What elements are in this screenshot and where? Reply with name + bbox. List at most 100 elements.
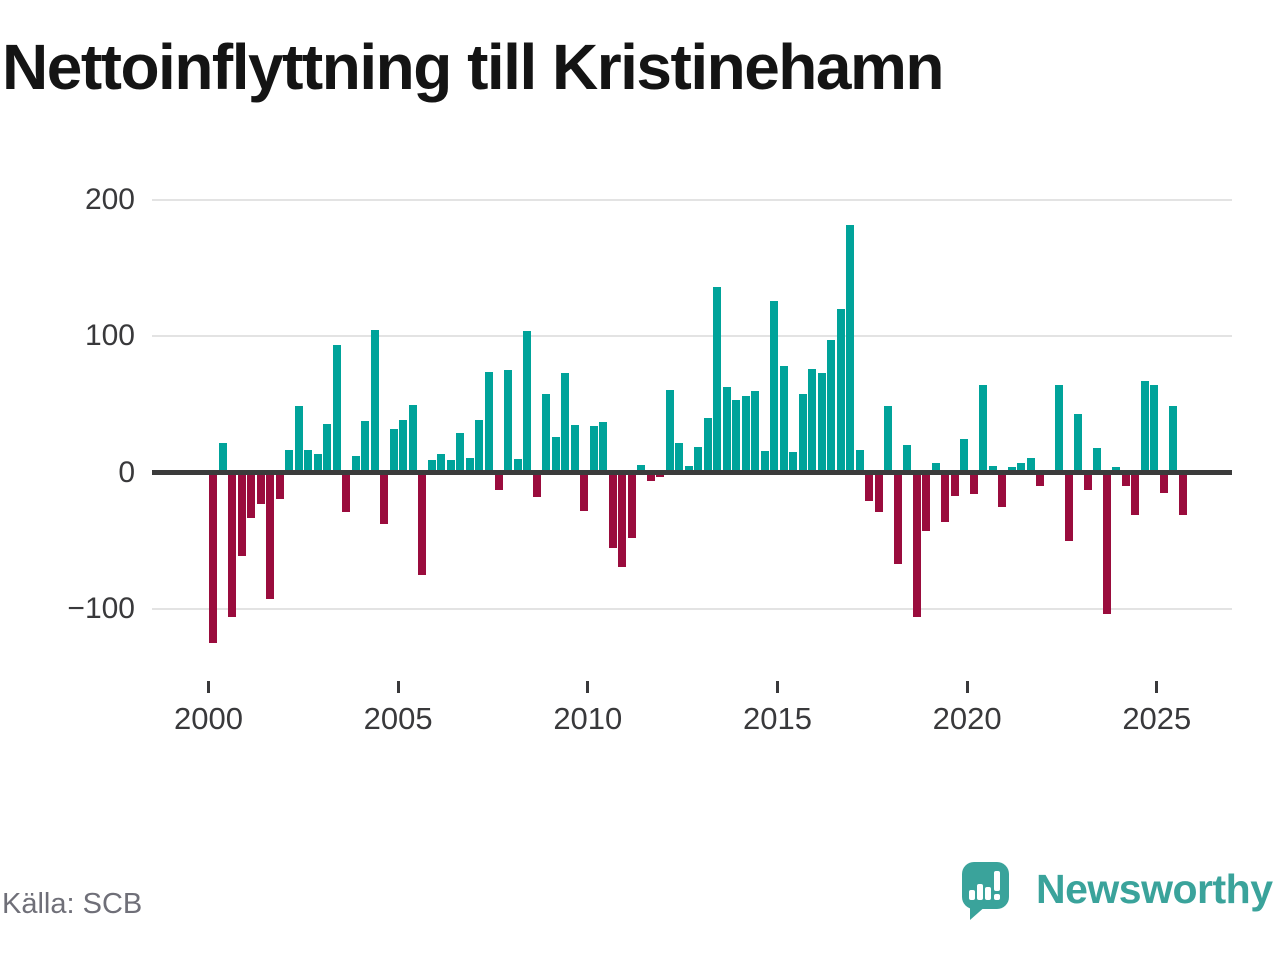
bar-2024Q3 xyxy=(1140,381,1149,473)
y-axis-label-0: 0 xyxy=(118,455,135,489)
x-axis-label-2000: 2000 xyxy=(174,701,243,736)
bar-2013Q3 xyxy=(722,386,731,473)
bar-2019Q2 xyxy=(941,472,950,522)
bar-2007Q1 xyxy=(475,419,484,473)
bar-2007Q2 xyxy=(484,371,493,473)
bar-2021Q4 xyxy=(1036,472,1045,487)
bar-2003Q4 xyxy=(351,456,360,473)
newsworthy-logo: Newsworthy xyxy=(962,860,1274,932)
bar-2006Q2 xyxy=(446,460,455,473)
bar-2009Q1 xyxy=(551,437,560,473)
bar-2022Q4 xyxy=(1074,414,1083,473)
bar-2012Q4 xyxy=(694,446,703,473)
bar-2003Q2 xyxy=(332,344,341,473)
bar-2015Q3 xyxy=(798,393,807,473)
bar-2016Q1 xyxy=(817,373,826,473)
bar-2015Q2 xyxy=(789,452,798,473)
bar-2013Q1 xyxy=(703,418,712,473)
gridline--100 xyxy=(152,608,1232,610)
bar-2009Q4 xyxy=(580,472,588,511)
logo-bar-icon xyxy=(977,884,983,900)
bar-2002Q1 xyxy=(285,449,294,473)
bar-2025Q2 xyxy=(1169,405,1178,473)
bar-2005Q1 xyxy=(399,419,408,473)
bar-2000Q3 xyxy=(228,472,237,618)
bar-2022Q3 xyxy=(1064,472,1073,541)
x-axis-label-2025: 2025 xyxy=(1122,701,1192,736)
bar-2016Q3 xyxy=(836,309,845,473)
bar-2025Q3 xyxy=(1178,472,1187,515)
gridline-200 xyxy=(152,199,1232,201)
bar-2017Q1 xyxy=(855,449,864,473)
bar-2020Q4 xyxy=(998,472,1007,507)
bar-2018Q2 xyxy=(903,445,912,473)
bar-2011Q1 xyxy=(627,472,636,539)
bar-2008Q1 xyxy=(513,459,522,473)
bar-2001Q4 xyxy=(275,472,284,499)
x-tick-2000 xyxy=(207,681,210,693)
bar-2001Q2 xyxy=(256,472,265,505)
bar-2023Q2 xyxy=(1093,448,1102,473)
bar-2024Q2 xyxy=(1131,472,1140,515)
bar-2009Q2 xyxy=(561,373,569,473)
bar-2005Q3 xyxy=(418,472,427,575)
bar-2020Q2 xyxy=(979,385,988,473)
bar-2013Q2 xyxy=(713,287,722,473)
bar-2017Q4 xyxy=(884,405,893,473)
bar-2021Q3 xyxy=(1026,457,1035,473)
bar-2012Q1 xyxy=(665,389,674,473)
bar-2011Q2 xyxy=(637,464,645,473)
bar-2002Q4 xyxy=(313,453,322,473)
bar-2002Q3 xyxy=(304,449,313,473)
bar-2007Q3 xyxy=(494,472,503,491)
bar-2020Q3 xyxy=(988,465,997,473)
bar-2006Q1 xyxy=(437,453,446,473)
bar-2006Q3 xyxy=(456,433,465,473)
logo-exclamation-icon xyxy=(994,871,1000,891)
bar-2010Q3 xyxy=(608,472,617,548)
bar-2014Q2 xyxy=(751,390,760,473)
x-axis-label-2020: 2020 xyxy=(932,701,1002,736)
logo-exclamation-dot-icon xyxy=(994,894,1000,900)
bar-2019Q3 xyxy=(950,472,959,496)
bar-2021Q1 xyxy=(1007,467,1016,473)
bar-2005Q2 xyxy=(408,404,417,473)
bar-2018Q3 xyxy=(912,472,921,618)
bar-2000Q1 xyxy=(209,472,218,644)
bar-2024Q4 xyxy=(1150,385,1159,473)
bar-2003Q3 xyxy=(342,472,351,513)
x-axis-label-2010: 2010 xyxy=(553,701,623,736)
gridline-100 xyxy=(152,335,1232,338)
y-axis-label-200: 200 xyxy=(84,183,135,216)
bar-2008Q2 xyxy=(523,330,531,473)
logo-bar-icon xyxy=(985,887,991,900)
bar-2008Q4 xyxy=(542,393,550,473)
bar-2023Q4 xyxy=(1112,467,1121,473)
bar-2020Q1 xyxy=(969,472,978,495)
bar-2000Q4 xyxy=(237,472,246,556)
bar-2019Q1 xyxy=(931,463,940,473)
source-note: Källa: SCB xyxy=(2,888,143,920)
x-tick-2015 xyxy=(776,681,779,693)
x-tick-2005 xyxy=(396,681,400,693)
y-axis-label-100: 100 xyxy=(84,319,135,353)
bar-2011Q3 xyxy=(646,472,655,481)
y-axis-label--100: −100 xyxy=(67,592,135,625)
bar-2021Q2 xyxy=(1017,463,1026,473)
bar-2004Q3 xyxy=(380,472,389,525)
bar-2013Q4 xyxy=(732,400,741,473)
bar-2009Q3 xyxy=(570,425,579,473)
bar-2003Q1 xyxy=(323,423,332,473)
bar-2016Q4 xyxy=(846,224,855,473)
x-axis-zero-line xyxy=(152,470,1232,476)
chart-title: Nettoinflyttning till Kristinehamn xyxy=(2,31,944,103)
bar-2001Q1 xyxy=(247,472,256,518)
bar-2002Q2 xyxy=(294,405,303,473)
bar-2023Q3 xyxy=(1102,472,1111,615)
bar-2008Q3 xyxy=(532,472,541,498)
x-axis-label-2005: 2005 xyxy=(363,701,433,736)
bar-2023Q1 xyxy=(1083,472,1092,491)
bar-2004Q1 xyxy=(361,420,370,473)
bar-2022Q2 xyxy=(1055,385,1064,473)
